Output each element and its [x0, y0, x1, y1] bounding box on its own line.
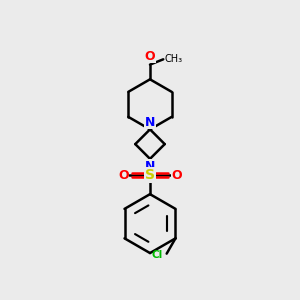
Text: O: O	[145, 50, 155, 62]
Text: S: S	[145, 168, 155, 182]
Text: N: N	[145, 160, 155, 173]
Text: N: N	[145, 116, 155, 128]
Text: O: O	[118, 169, 129, 182]
Text: CH₃: CH₃	[165, 54, 183, 64]
Text: Cl: Cl	[152, 250, 163, 260]
Text: O: O	[171, 169, 182, 182]
